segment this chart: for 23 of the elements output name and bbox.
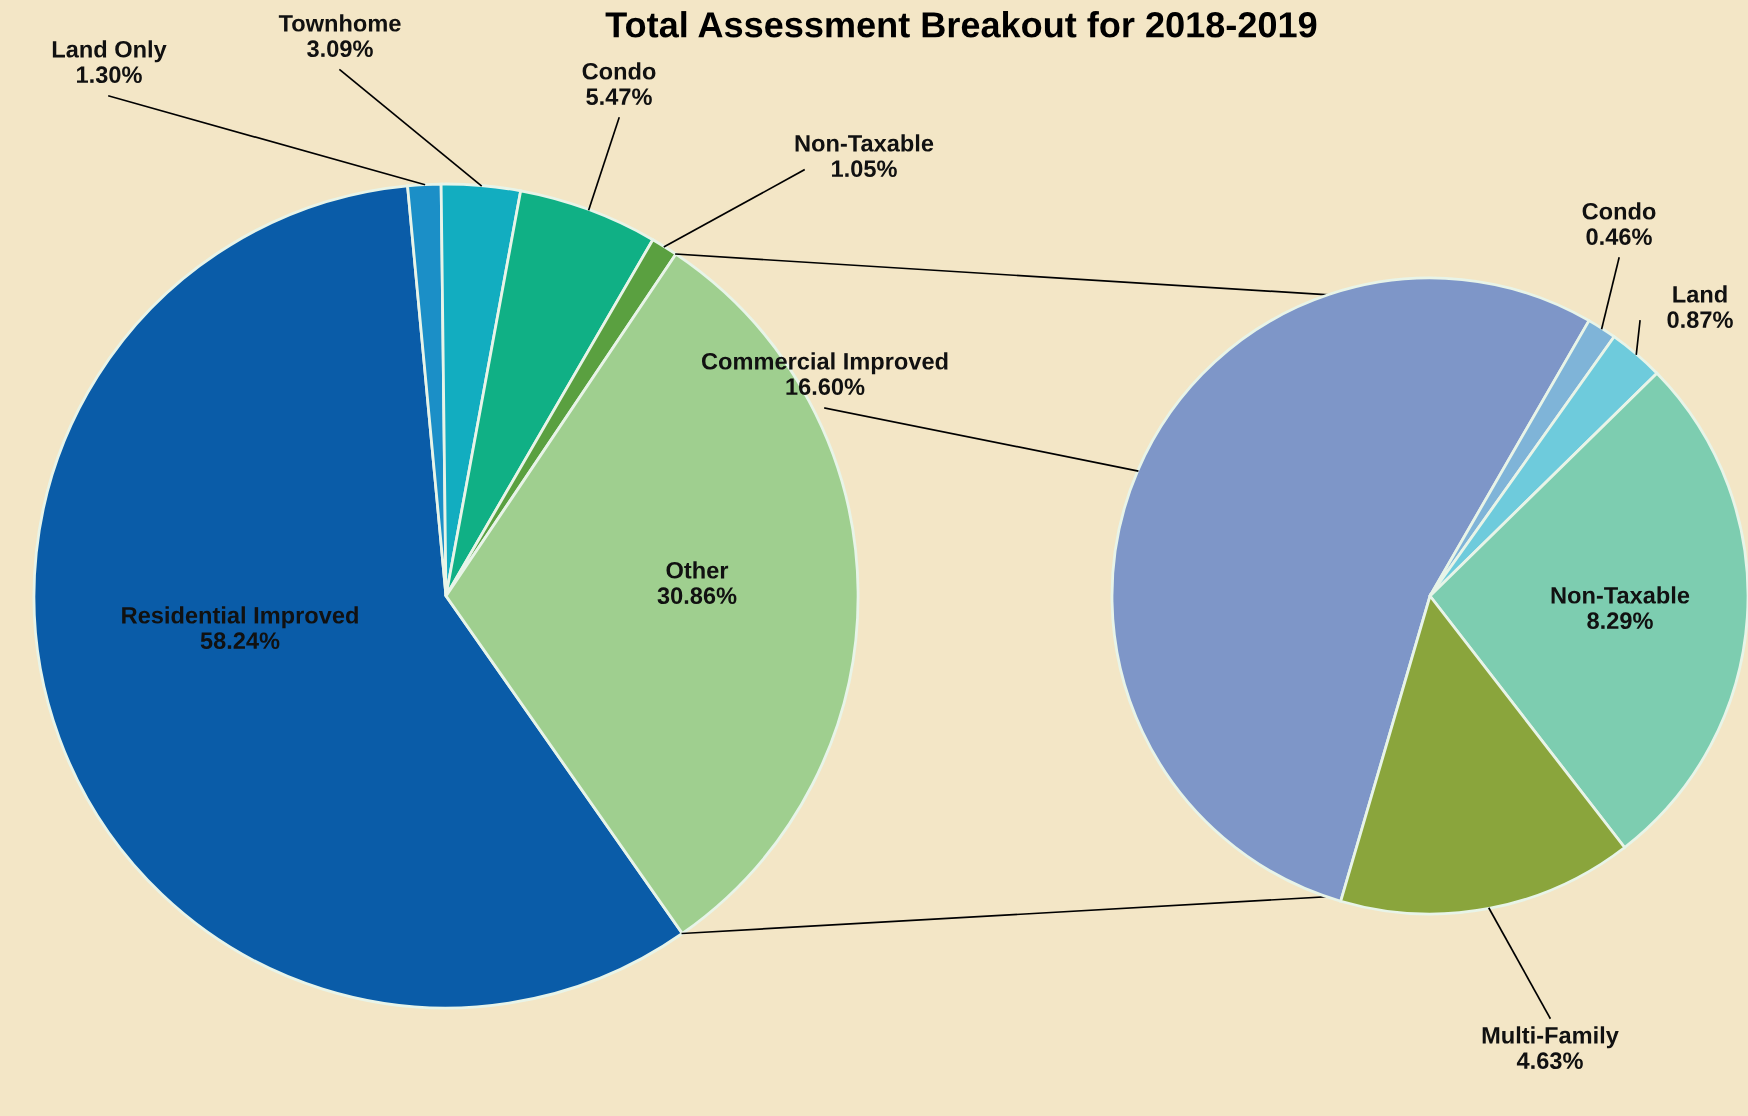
slice-label: Townhome [278,14,401,32]
slice-label: Condo [1582,202,1656,220]
data-label: 4.63% [1516,1052,1583,1070]
data-label: 1.05% [832,160,897,178]
data-label: 0.87% [1667,311,1733,329]
data-label: 3.09% [307,40,373,58]
slice-label: Non-Taxable [1551,586,1690,604]
slice-label: Multi-Family [1482,1026,1619,1049]
slice-label: Land Only [52,40,167,63]
data-label: 16.60% [786,378,865,396]
chart-title: Total Assessment Breakout for 2018-2019 [605,11,1317,38]
data-label: 8.29% [1587,612,1653,630]
data-label: 1.30% [77,66,142,84]
data-label: 30.86% [657,587,737,605]
slice-label: Condo [582,62,656,80]
slice-label: Commercial Improved [701,352,948,375]
slice-label: Other [666,561,729,579]
slice-label: Non-Taxable [795,134,934,152]
data-label: 5.47% [586,88,652,106]
slice-label: Residential Improved [122,606,358,629]
slice-label: Land [1673,285,1727,303]
data-label: 58.24% [200,632,280,650]
data-label: 0.46% [1586,228,1652,246]
